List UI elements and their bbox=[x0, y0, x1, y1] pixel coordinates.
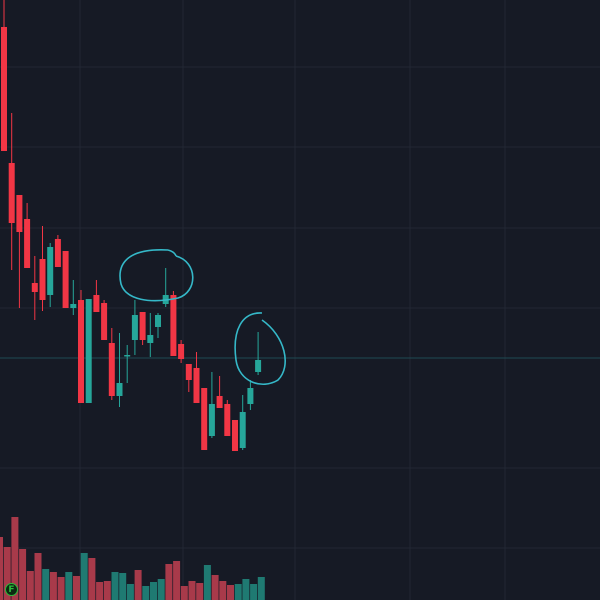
volume-bar bbox=[73, 576, 80, 600]
volume-bar bbox=[126, 584, 134, 600]
annotation-circle[interactable] bbox=[234, 312, 286, 385]
candle-body bbox=[255, 360, 262, 372]
candle-body bbox=[178, 344, 185, 359]
volume-bar bbox=[219, 581, 227, 600]
candle-body bbox=[85, 299, 92, 403]
candle-body bbox=[124, 355, 131, 357]
volume-bar bbox=[88, 558, 96, 600]
volume-bar bbox=[165, 564, 173, 600]
volume-bar bbox=[188, 581, 196, 600]
candles bbox=[1, 0, 262, 451]
candle-body bbox=[47, 247, 54, 295]
candle-body bbox=[1, 27, 7, 151]
candle-body bbox=[216, 396, 223, 408]
candle-body bbox=[62, 251, 69, 308]
candle-body bbox=[185, 364, 192, 380]
volume-bar bbox=[57, 577, 65, 600]
candle-body bbox=[108, 343, 115, 396]
candle-body bbox=[247, 388, 254, 404]
candle-body bbox=[131, 315, 138, 340]
candle-body bbox=[147, 335, 154, 343]
volume-bar bbox=[211, 575, 219, 600]
candle-body bbox=[232, 420, 238, 451]
volume-bar bbox=[142, 586, 150, 600]
candle-body bbox=[24, 219, 31, 268]
volume-bar bbox=[80, 553, 88, 600]
volume-bar bbox=[180, 586, 188, 600]
candle-body bbox=[139, 312, 146, 340]
candle-body bbox=[224, 404, 231, 436]
candle-body bbox=[31, 283, 38, 292]
volume-bar bbox=[234, 584, 242, 600]
volume-bar bbox=[34, 553, 42, 600]
volume-bar bbox=[173, 561, 181, 600]
candle-body bbox=[201, 388, 208, 450]
volume-bar bbox=[0, 537, 3, 600]
volume-bar bbox=[134, 570, 142, 600]
candle-body bbox=[239, 412, 246, 448]
volume-bar bbox=[19, 549, 27, 600]
volume-bar bbox=[257, 577, 265, 600]
volume-bar bbox=[250, 584, 258, 600]
candle-body bbox=[208, 404, 215, 436]
logo-icon[interactable]: F bbox=[5, 583, 18, 596]
candle-body bbox=[101, 303, 108, 340]
volume-bar bbox=[196, 583, 204, 600]
volume-bar bbox=[150, 582, 157, 600]
candle-body bbox=[155, 315, 161, 327]
volume-bar bbox=[26, 571, 34, 600]
volume-bar bbox=[49, 572, 57, 600]
candle-body bbox=[39, 259, 46, 300]
volume-bar bbox=[96, 582, 104, 600]
volume-bars bbox=[0, 517, 265, 600]
candle-body bbox=[54, 239, 61, 267]
annotation-circle[interactable] bbox=[119, 249, 194, 302]
candle-body bbox=[8, 163, 15, 223]
annotations bbox=[119, 249, 286, 385]
volume-bar bbox=[65, 572, 73, 600]
volume-bar bbox=[227, 585, 234, 600]
volume-bar bbox=[11, 517, 19, 600]
volume-bar bbox=[111, 572, 119, 600]
volume-bar bbox=[119, 573, 127, 600]
candle-body bbox=[78, 300, 84, 403]
volume-bar bbox=[242, 579, 250, 600]
volume-bar bbox=[42, 569, 50, 600]
volume-bar bbox=[157, 579, 165, 600]
volume-bar bbox=[203, 565, 211, 600]
candle-body bbox=[16, 195, 23, 232]
candle-body bbox=[170, 295, 177, 356]
volume-bar bbox=[3, 547, 11, 600]
candle-body bbox=[116, 383, 123, 396]
candle-body bbox=[193, 368, 200, 403]
candle-body bbox=[70, 304, 77, 308]
candle-body bbox=[93, 295, 100, 312]
volume-bar bbox=[103, 581, 111, 600]
